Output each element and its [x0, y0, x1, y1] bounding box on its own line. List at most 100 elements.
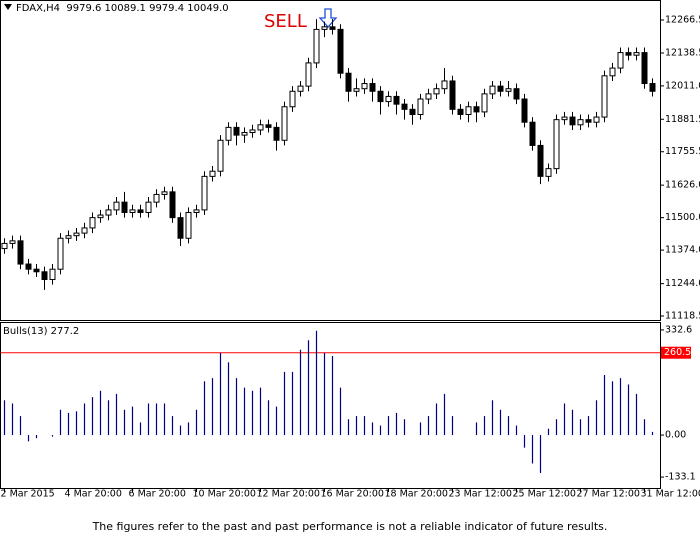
candle-body: [282, 107, 287, 141]
candle-body: [578, 120, 583, 125]
candle-body: [34, 269, 39, 272]
candle-body: [602, 76, 607, 117]
indicator-pane: [1, 323, 661, 489]
sell-annotation: SELL: [264, 11, 307, 32]
candle-body: [458, 109, 463, 114]
candle-body: [10, 241, 15, 244]
candle-body: [218, 140, 223, 171]
candle-body: [642, 53, 647, 84]
candle-body: [466, 107, 471, 115]
main-pane: [1, 1, 661, 321]
candle-body: [562, 117, 567, 120]
candle-body: [306, 63, 311, 86]
candle-body: [650, 84, 655, 92]
candle-body: [554, 120, 559, 169]
candle-body: [2, 243, 7, 248]
candle-body: [490, 86, 495, 94]
candle-body: [570, 117, 575, 125]
x-tick-label: 4 Mar 20:00: [65, 489, 122, 500]
candle-body: [122, 202, 127, 212]
candle-body: [98, 215, 103, 218]
x-tick-label: 2 Mar 2015: [1, 489, 55, 500]
y-tick-label: 11500.0: [665, 212, 700, 223]
y-tick-label: 11244.0: [665, 278, 700, 289]
candle-body: [226, 127, 231, 140]
candle-body: [178, 218, 183, 239]
candle-body: [114, 202, 119, 210]
candle-body: [450, 81, 455, 109]
candle-body: [594, 117, 599, 122]
candle-body: [442, 81, 447, 89]
y-tick-label: 332.6: [665, 324, 692, 335]
candle-body: [586, 120, 591, 123]
candle-body: [618, 53, 623, 68]
candle-body: [506, 89, 511, 92]
candle-body: [210, 171, 215, 176]
candle-body: [250, 130, 255, 133]
candle-body: [154, 194, 159, 202]
y-tick-label: 11374.0: [665, 245, 700, 256]
candle-body: [130, 210, 135, 213]
candle-body: [26, 264, 31, 269]
y-tick-label: 0.00: [665, 430, 686, 441]
x-tick-label: 23 Mar 12:00: [449, 489, 512, 500]
candle-body: [362, 84, 367, 89]
candle-body: [610, 68, 615, 76]
x-tick-label: 31 Mar 12:00: [641, 489, 700, 500]
candle-body: [266, 125, 271, 128]
candle-body: [258, 125, 263, 130]
candle-body: [202, 176, 207, 210]
x-tick-label: 6 Mar 20:00: [129, 489, 186, 500]
indicator-header: Bulls(13) 277.2: [3, 326, 79, 337]
level-label: 260.5: [664, 347, 691, 358]
candle-body: [242, 133, 247, 136]
candle-body: [426, 94, 431, 99]
candle-body: [170, 192, 175, 218]
candle-body: [474, 107, 479, 112]
candle-body: [386, 96, 391, 101]
candle-body: [522, 99, 527, 122]
candle-body: [394, 96, 399, 104]
candle-body: [194, 210, 199, 213]
candle-body: [482, 94, 487, 112]
candle-body: [106, 210, 111, 215]
disclaimer: The figures refer to the past and past p…: [92, 520, 608, 533]
candle-body: [274, 127, 279, 140]
candle-body: [290, 91, 295, 106]
candle-body: [338, 29, 343, 73]
x-tick-label: 16 Mar 20:00: [321, 489, 384, 500]
candle-body: [498, 86, 503, 91]
x-tick-label: 25 Mar 12:00: [513, 489, 576, 500]
main-header: FDAX,H4 9979.6 10089.1 9979.4 10049.0: [16, 3, 229, 14]
candle-body: [322, 27, 327, 30]
y-tick-label: -133.1: [665, 472, 696, 483]
candle-body: [90, 218, 95, 228]
candle-body: [138, 210, 143, 213]
candle-body: [546, 169, 551, 177]
candle-body: [82, 228, 87, 233]
y-tick-label: 12011.0: [665, 80, 700, 91]
candle-body: [162, 192, 167, 195]
candle-body: [346, 73, 351, 91]
candle-body: [378, 91, 383, 101]
candle-body: [402, 104, 407, 109]
candle-body: [18, 241, 23, 264]
candle-body: [626, 53, 631, 56]
x-tick-label: 18 Mar 20:00: [385, 489, 448, 500]
y-tick-label: 12266.5: [665, 14, 700, 25]
candle-body: [410, 109, 415, 114]
candle-body: [434, 89, 439, 94]
candle-body: [234, 127, 239, 135]
candle-body: [370, 84, 375, 92]
candle-body: [74, 233, 79, 236]
y-tick-label: 11881.5: [665, 114, 700, 125]
x-tick-label: 27 Mar 12:00: [577, 489, 640, 500]
candle-body: [514, 89, 519, 99]
y-tick-label: 12138.5: [665, 47, 700, 58]
candle-body: [418, 99, 423, 114]
candle-body: [538, 145, 543, 176]
candle-body: [42, 272, 47, 280]
candle-body: [634, 53, 639, 56]
candle-body: [66, 236, 71, 239]
x-tick-label: 10 Mar 20:00: [193, 489, 256, 500]
